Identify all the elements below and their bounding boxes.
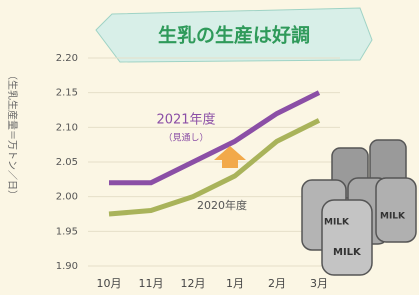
y-tick-label: 1.90 [56, 261, 78, 272]
y-axis-label: （生乳生産量＝万トン／日） [6, 70, 19, 200]
can-label: MILK [380, 212, 406, 222]
y-tick-label: 2.00 [56, 192, 78, 203]
can [322, 200, 372, 275]
annotation: （見通し） [163, 133, 208, 144]
y-tick-label: 2.20 [56, 53, 78, 64]
chart: 生乳の生産は好調 （生乳生産量＝万トン／日） 1.90 1.95 2.00 2.05 2… [0, 0, 419, 295]
x-tick-label: 11月 [139, 277, 164, 290]
x-tick-label: 2月 [268, 277, 286, 290]
x-tick-label: 3月 [310, 277, 328, 290]
x-tick-label: 10月 [97, 277, 122, 290]
series-label: 2021年度 [156, 112, 215, 128]
y-tick-label: 2.15 [56, 88, 78, 99]
series-label: 2020年度 [197, 198, 247, 212]
can-label: MILK [324, 218, 350, 228]
can [376, 178, 416, 242]
can-label: MILK [333, 247, 362, 258]
chart-title: 生乳の生産は好調 [158, 24, 310, 47]
y-tick-label: 2.05 [56, 157, 78, 168]
x-tick-label: 12月 [181, 277, 206, 290]
x-tick-label: 1月 [226, 277, 244, 290]
y-tick-label: 1.95 [56, 226, 78, 237]
y-tick-label: 2.10 [56, 122, 78, 133]
